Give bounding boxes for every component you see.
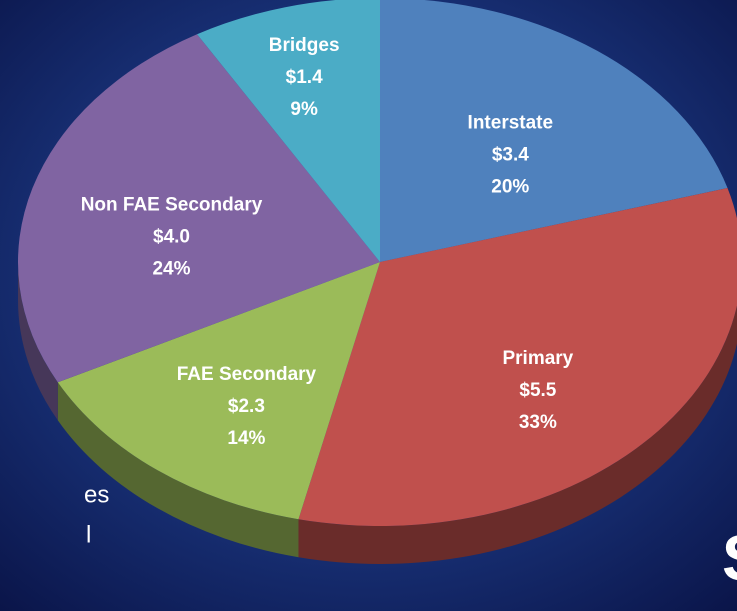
- annotation: l: [86, 521, 91, 548]
- value-label: $5.5: [519, 380, 556, 401]
- pie-slice: [17, 34, 380, 383]
- annotation: S: [722, 522, 737, 594]
- percent-label: 33%: [519, 412, 557, 433]
- percent-label: 24%: [152, 259, 190, 280]
- slice-label: Primary: [502, 348, 573, 369]
- pie-side: [18, 262, 58, 421]
- pie-slice: [57, 262, 380, 520]
- percent-label: 20%: [491, 176, 529, 197]
- percent-label: 14%: [227, 428, 265, 449]
- pie-side: [57, 382, 299, 558]
- annotation: es: [84, 481, 109, 508]
- percent-label: 9%: [290, 99, 318, 120]
- slice-label: Interstate: [468, 112, 554, 133]
- slice-label: FAE Secondary: [177, 364, 317, 385]
- value-label: $1.4: [286, 67, 323, 88]
- pie-slice: [298, 188, 737, 526]
- pie-side: [298, 305, 737, 564]
- pie-slice: [380, 0, 728, 262]
- pie-slice: [197, 0, 380, 262]
- value-label: $3.4: [492, 144, 529, 165]
- slice-label: Non FAE Secondary: [81, 195, 263, 216]
- value-label: $2.3: [228, 396, 265, 417]
- value-label: $4.0: [153, 227, 190, 248]
- slice-label: Bridges: [269, 35, 340, 56]
